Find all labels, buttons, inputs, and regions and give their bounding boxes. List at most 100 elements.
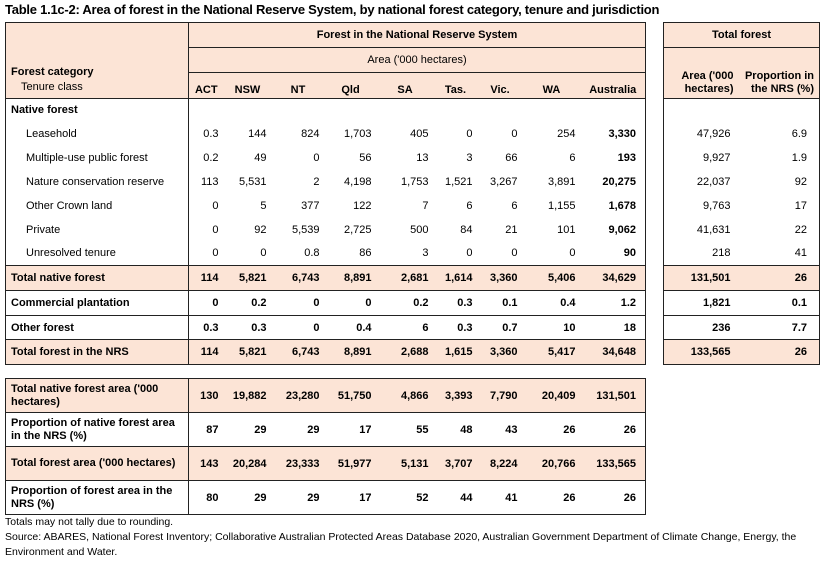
cell: 5,539	[291, 223, 320, 236]
cell: 3,267	[489, 175, 518, 188]
cell: 3,360	[477, 339, 523, 365]
cell: 133,565	[580, 446, 646, 481]
cell: 0.2	[376, 290, 434, 316]
cell: 1,703	[343, 127, 372, 140]
header-cell: Forest category Tenure class	[5, 22, 189, 99]
cell: 20,409	[522, 378, 581, 413]
cell: 26	[522, 412, 581, 447]
row-label: Proportion of native forest area in the …	[5, 412, 189, 447]
cell: 0.3	[188, 315, 224, 340]
cell: 0.3	[203, 127, 219, 140]
cell	[580, 98, 646, 122]
cell: 0	[466, 127, 473, 140]
data-row: Unresolved tenure 0 0 0.8 86 3 0 0 0 90 218 41	[5, 241, 820, 266]
cell: 20,766	[522, 446, 581, 481]
cell: 101	[557, 223, 576, 236]
data-row: Commercial plantation 0 0.2 0 0 0.2 0.3 0.1 0.4 1…	[5, 290, 820, 316]
cell: 3	[376, 241, 434, 266]
header-row: ACT NSW NT Qld SA Tas. Vic. WA Australia	[6, 72, 820, 99]
note: Source: ABARES, National Forest Inventor…	[5, 531, 797, 558]
cell: 20,275	[580, 169, 646, 194]
data-row: Multiple-use public forest 0.2 49 0 56 13 3 66 6…	[5, 145, 820, 170]
cell: 143	[188, 446, 224, 481]
section-row: Native forest	[5, 98, 820, 122]
cell: 52	[376, 480, 434, 515]
cell: 3	[466, 151, 473, 164]
cell: 0	[511, 127, 518, 140]
cell: 90	[580, 241, 646, 266]
cell: 5,417	[522, 339, 581, 365]
cell: 1.2	[580, 290, 646, 316]
cell: 34,629	[580, 265, 646, 291]
gap	[645, 98, 664, 122]
cell: 236	[663, 315, 739, 340]
cell: 0	[212, 199, 219, 212]
cell: 824	[301, 127, 320, 140]
cell: 5,821	[223, 265, 272, 291]
gap	[645, 265, 664, 291]
cell: 1,521	[444, 175, 473, 188]
cell: 22	[738, 217, 820, 242]
column-header: Australia	[580, 72, 646, 99]
data-row: Leasehold 0.3 144 824 1,703 405 0 0 254 3,330 47,9…	[5, 121, 820, 146]
cell: 17	[738, 193, 820, 218]
cell: 254	[557, 127, 576, 140]
column-header: NT	[271, 72, 325, 99]
gap	[645, 217, 664, 242]
cell: 5,131	[376, 446, 434, 481]
row-label: Nature conservation reserve	[5, 169, 189, 194]
cell: 4,198	[343, 175, 372, 188]
cell: 8,224	[477, 446, 523, 481]
gap	[645, 121, 664, 146]
cell: 3,707	[433, 446, 478, 481]
cell: 8,891	[324, 265, 377, 291]
cell: 0	[188, 290, 224, 316]
cell: 6,743	[271, 339, 325, 365]
gap	[645, 241, 664, 266]
cell: 2,681	[376, 265, 434, 291]
cell: 0	[477, 241, 523, 266]
cell: 500	[410, 223, 429, 236]
header-row: Area ('000 hectares) Area ('000 hectares)…	[6, 47, 820, 99]
cell: 29	[223, 480, 272, 515]
cell: 29	[271, 412, 325, 447]
cell: 26	[738, 339, 820, 365]
cell: 0.3	[433, 315, 478, 340]
cell: 51,750	[324, 378, 377, 413]
cell: 92	[738, 169, 820, 194]
data-row: Nature conservation reserve 113 5,531 2 4,19…	[5, 169, 820, 194]
cell: 0	[324, 290, 377, 316]
row-label: Total forest area ('000 hectares)	[5, 446, 189, 481]
cell: 9,763	[663, 193, 739, 218]
row-label: Other Crown land	[5, 193, 189, 218]
cell: 0.4	[324, 315, 377, 340]
row-label: Other forest	[5, 315, 189, 340]
cell: 130	[188, 378, 224, 413]
column-header: ACT	[188, 72, 224, 99]
cell: 86	[324, 241, 377, 266]
cell: 0	[271, 315, 325, 340]
notes: Totals may not tally due to rounding. Sou…	[5, 515, 820, 560]
cell: 113	[200, 175, 219, 188]
cell: 1.9	[738, 145, 820, 170]
cell: 22,037	[663, 169, 739, 194]
row-label: Leasehold	[5, 121, 189, 146]
cell: 10	[522, 315, 581, 340]
column-header: Vic.	[477, 72, 523, 99]
cell: 47,926	[663, 121, 739, 146]
table-title: Table 1.1c-2: Area of forest in the Nati…	[5, 2, 660, 17]
cell: 1,678	[580, 193, 646, 218]
cell: 144	[248, 127, 267, 140]
row-label: Total forest in the NRS	[5, 339, 189, 365]
header-cell: Area ('000 hectares)	[663, 47, 739, 99]
cell: 0	[223, 241, 272, 266]
cell: 5,531	[238, 175, 267, 188]
cell: 5	[260, 199, 267, 212]
cell: 26	[580, 480, 646, 515]
section-label: Native forest	[5, 98, 189, 122]
cell: 43	[477, 412, 523, 447]
row-label: Private	[5, 217, 189, 242]
cell: 13	[416, 151, 429, 164]
row-label: Unresolved tenure	[5, 241, 189, 266]
row-label: Multiple-use public forest	[5, 145, 189, 170]
